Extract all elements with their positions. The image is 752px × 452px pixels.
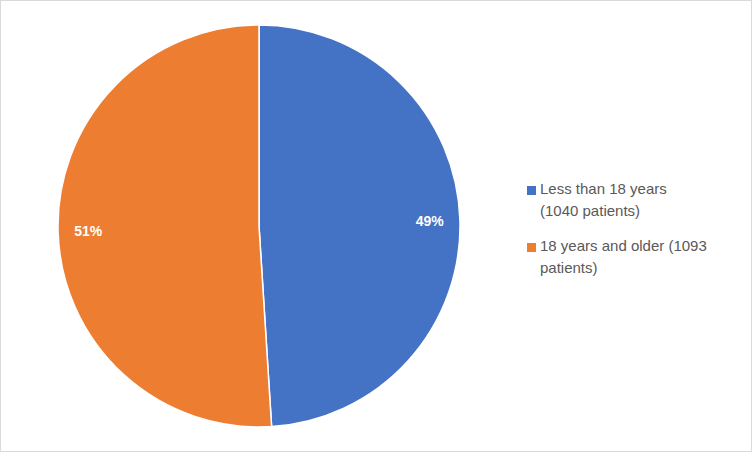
pie-slice [259, 25, 460, 427]
pie-slice [58, 25, 272, 427]
legend-label: Less than 18 years (1040 patients) [540, 178, 708, 222]
chart-svg: 49% 51% [1, 1, 751, 451]
data-labels: 49% 51% [74, 213, 444, 240]
legend-swatch [527, 243, 536, 252]
chart-frame: 49% 51% Less than 18 years (1040 patients… [0, 0, 752, 452]
legend-label: 18 years and older (1093 patients) [540, 235, 708, 279]
legend-swatch [527, 186, 536, 195]
data-label: 51% [74, 223, 103, 239]
data-label: 49% [416, 213, 445, 229]
pie [58, 25, 460, 427]
